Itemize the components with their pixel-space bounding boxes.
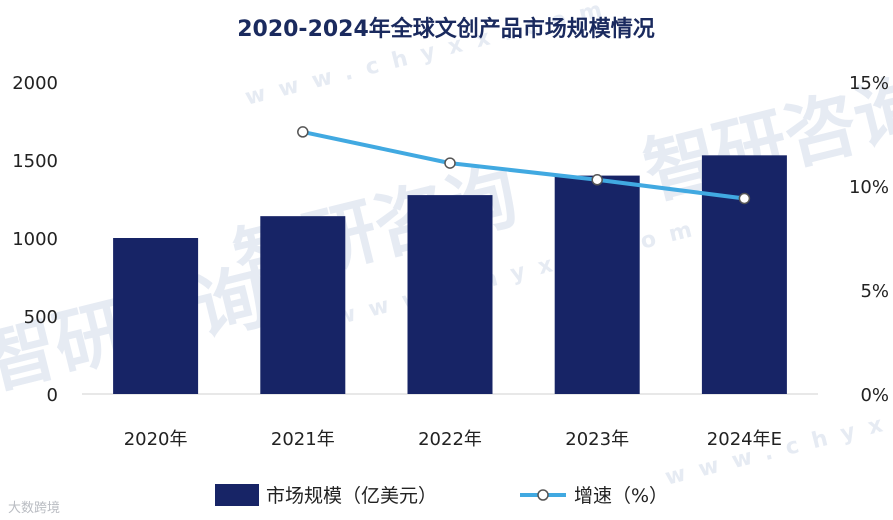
line-point (444, 157, 456, 169)
legend-bar-label: 市场规模（亿美元） (266, 485, 437, 507)
x-tick-label: 2024年E (707, 429, 782, 450)
right-axis: 0% 5% 10% 15% (849, 73, 889, 406)
x-tick-label: 2022年 (418, 429, 482, 450)
y-left-tick-label: 1500 (12, 151, 58, 172)
growth-line (302, 129, 745, 201)
bar (554, 175, 640, 394)
y-left-tick-label: 1000 (12, 229, 58, 250)
legend-line-label: 增速（%） (574, 485, 668, 507)
chart-title: 2020-2024年全球文创产品市场规模情况 (237, 16, 655, 42)
bar (113, 238, 199, 394)
y-right-tick-label: 5% (860, 281, 889, 302)
legend: 市场规模（亿美元） 增速（%） (215, 484, 668, 507)
x-axis: 2020年 2021年 2022年 2023年 2024年E (124, 429, 782, 450)
bar (407, 195, 493, 394)
bar (701, 155, 787, 394)
y-left-tick-label: 0 (47, 385, 58, 406)
line-point (297, 126, 309, 138)
y-right-tick-label: 15% (849, 73, 889, 94)
x-tick-label: 2023年 (565, 429, 629, 450)
legend-line-marker (537, 489, 549, 501)
line-series (297, 126, 751, 205)
legend-bar-swatch (215, 484, 259, 506)
bar-series (113, 155, 787, 394)
bar (260, 216, 346, 394)
y-left-tick-label: 2000 (12, 73, 58, 94)
line-point (738, 192, 751, 205)
left-axis: 0 500 1000 1500 2000 (12, 73, 58, 406)
y-right-tick-label: 10% (849, 177, 889, 198)
source-logo: 大数跨境 (8, 501, 61, 516)
line-point (591, 174, 603, 186)
x-tick-label: 2020年 (124, 429, 188, 450)
x-tick-label: 2021年 (271, 429, 335, 450)
y-left-tick-label: 500 (24, 307, 58, 328)
y-right-tick-label: 0% (860, 385, 889, 406)
